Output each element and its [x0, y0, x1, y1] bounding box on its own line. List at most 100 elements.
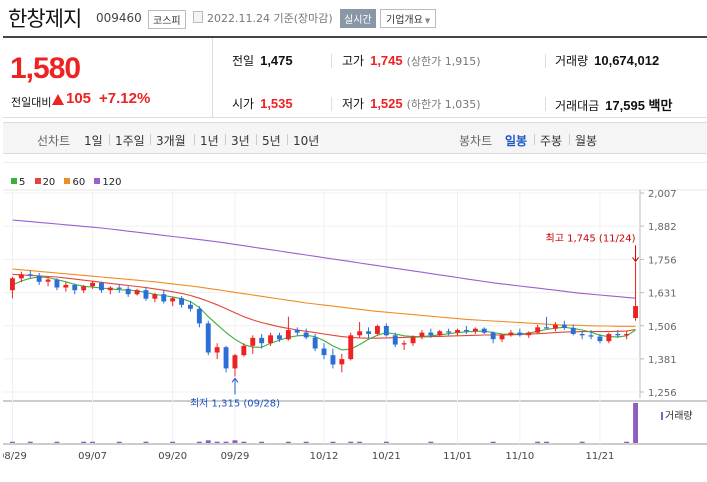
candle-body — [472, 328, 478, 332]
candle-body — [419, 332, 425, 337]
divider — [194, 134, 195, 145]
x-tick-label: 09/29 — [221, 451, 250, 462]
legend-swatch — [11, 178, 17, 184]
candle-body — [321, 348, 327, 356]
tab-monthly[interactable]: 월봉 — [575, 134, 598, 148]
candle-body — [446, 331, 452, 333]
tab-10y[interactable]: 10년 — [293, 134, 320, 148]
amount-label: 거래대금 — [555, 99, 600, 113]
candle-body — [570, 327, 576, 334]
candle-body — [615, 334, 621, 336]
document-icon — [193, 11, 203, 23]
as-of-date: 2022.11.24 기준(장마감) — [207, 12, 333, 25]
candle-body — [464, 330, 469, 332]
candle-body — [383, 326, 389, 336]
ma60-line — [12, 268, 636, 327]
stock-header: 한창제지 009460 코스피 2022.11.24 기준(장마감) 실시간 기… — [0, 0, 707, 36]
candle-body — [526, 332, 532, 336]
tab-5y[interactable]: 5년 — [262, 134, 281, 148]
tab-1y[interactable]: 1년 — [200, 134, 219, 148]
lower-limit: (하한가 1,035) — [406, 98, 481, 111]
candle-body — [410, 336, 416, 344]
candle-body — [27, 274, 33, 276]
candle-body — [81, 286, 87, 291]
divider — [225, 134, 226, 145]
company-overview-button[interactable]: 기업개요 ▼ — [380, 9, 437, 28]
change-percent: +7.12% — [99, 90, 151, 107]
candle-body — [312, 337, 318, 349]
chevron-down-icon: ▼ — [424, 17, 431, 25]
candle-body — [508, 332, 514, 336]
volume-bar — [348, 441, 354, 443]
candle-body — [517, 332, 523, 336]
divider — [150, 134, 151, 145]
candle-body — [125, 288, 131, 295]
volume-bar — [214, 441, 220, 443]
candle-body — [606, 334, 612, 342]
realtime-badge[interactable]: 실시간 — [340, 9, 376, 28]
y-tick-label: 1,506 — [648, 322, 677, 333]
x-tick-label: 11/10 — [505, 451, 534, 462]
candle-body — [588, 335, 594, 337]
y-tick-label: 2,007 — [648, 189, 677, 200]
volume-bar — [81, 441, 87, 443]
divider — [331, 97, 332, 111]
candle-body — [401, 343, 407, 345]
volume-legend-label: 거래량 — [665, 411, 693, 422]
volume-bar — [303, 441, 309, 443]
candle-body — [250, 337, 256, 346]
tab-1w[interactable]: 1주일 — [115, 134, 145, 148]
candle-body — [268, 335, 273, 344]
candle-body — [375, 326, 380, 334]
x-tick-label: 10/21 — [372, 451, 401, 462]
tab-1d[interactable]: 1일 — [84, 134, 103, 148]
candle-body — [170, 298, 176, 302]
volume-bar — [579, 441, 585, 443]
candle-body — [303, 332, 309, 338]
low-price: 저가 1,525 (하한가 1,035) — [342, 95, 481, 112]
change-value: 105 — [66, 90, 92, 107]
candle-body — [54, 279, 60, 288]
upper-limit: (상한가 1,915) — [406, 55, 481, 68]
candle-body — [179, 298, 184, 305]
open-value: 1,535 — [260, 96, 293, 111]
chart-tabs: 선차트 1일 1주일 3개월 1년 3년 5년 10년 봉차트 일봉 주봉 월봉 — [3, 122, 707, 154]
volume-bar — [54, 441, 60, 443]
volume-bar — [330, 441, 336, 443]
tab-weekly[interactable]: 주봉 — [540, 134, 563, 148]
tab-3y[interactable]: 3년 — [231, 134, 250, 148]
x-tick-label: 11/01 — [443, 451, 472, 462]
tab-daily[interactable]: 일봉 — [505, 134, 528, 148]
divider — [569, 134, 570, 145]
price-summary: 1,580 전일대비 105 +7.12% 전일 1,475 고가 1,745 (상한… — [3, 36, 707, 118]
candle-body — [330, 355, 336, 365]
volume-bar — [205, 440, 211, 443]
stock-code: 009460 — [96, 11, 142, 25]
prev-close-value: 1,475 — [260, 53, 293, 68]
open-label: 시가 — [232, 97, 255, 111]
tab-3m[interactable]: 3개월 — [156, 134, 186, 148]
volume-legend: 거래량 — [661, 407, 693, 422]
line-chart-heading: 선차트 — [37, 134, 71, 148]
candle-body — [205, 323, 211, 353]
high-value: 1,745 — [370, 53, 403, 68]
candle-body — [579, 334, 585, 336]
candlestick-chart-svg[interactable]: 2,007 1,882 1,756 1,631 1,506 1,381 1,256 08/29… — [3, 163, 707, 482]
max-arrow-icon — [632, 257, 639, 263]
volume-bar — [383, 441, 389, 443]
x-tick-label: 08/29 — [3, 451, 27, 462]
candle-body — [544, 327, 549, 329]
candle-body — [437, 331, 443, 336]
trade-amount: 거래대금 17,595 백만 — [555, 95, 672, 114]
candle-body — [285, 330, 291, 340]
legend-ma20: 20 — [34, 177, 55, 188]
y-tick-label: 1,631 — [648, 289, 677, 300]
volume-bar — [535, 441, 541, 443]
company-overview-label: 기업개요 — [386, 15, 423, 26]
candle-body — [294, 330, 300, 333]
volume-bar — [223, 441, 229, 443]
current-price-box: 1,580 전일대비 105 +7.12% — [3, 38, 213, 118]
volume-bar — [428, 441, 434, 443]
candle-body — [561, 324, 567, 328]
volume-value: 10,674,012 — [594, 53, 660, 68]
